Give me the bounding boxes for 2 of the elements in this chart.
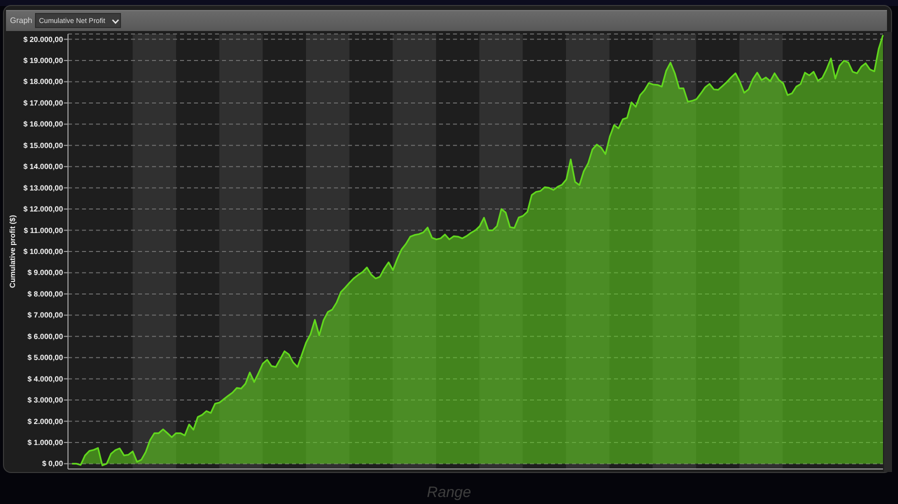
text: Range — [426, 484, 472, 502]
text: Graph — [10, 16, 32, 26]
